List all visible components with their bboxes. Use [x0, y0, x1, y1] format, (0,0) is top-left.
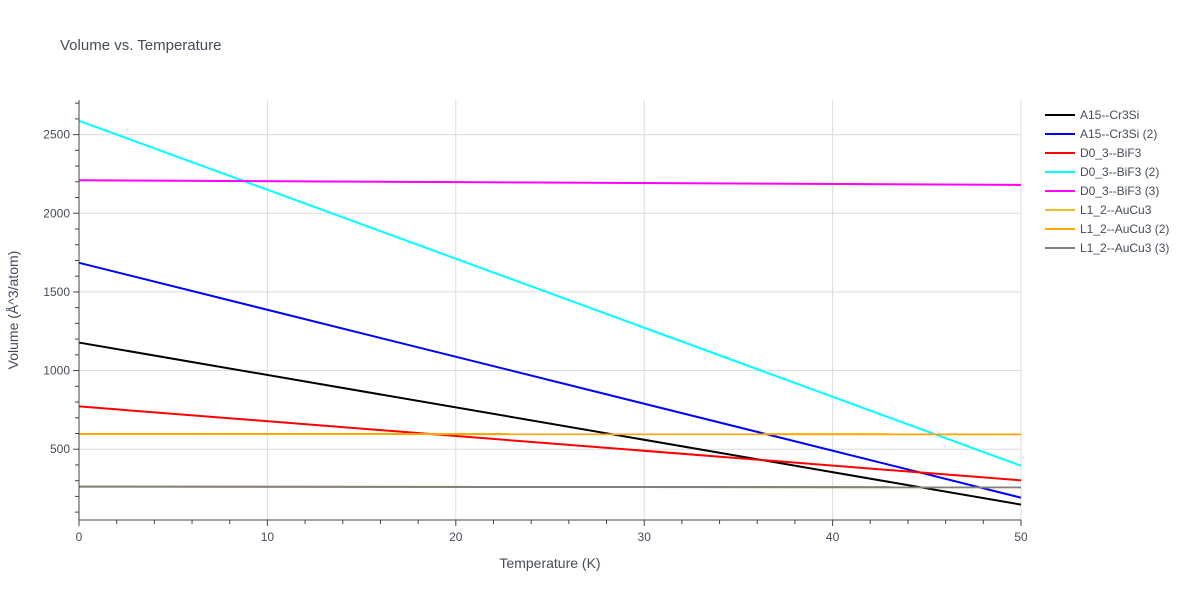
series-line[interactable] — [78, 179, 1022, 186]
legend-label: D0_3--BiF3 — [1080, 146, 1142, 160]
x-tick-label: 0 — [76, 530, 83, 544]
series-line[interactable] — [78, 405, 1022, 482]
series-line[interactable] — [78, 485, 1022, 489]
legend-label: D0_3--BiF3 (2) — [1080, 165, 1159, 179]
legend-label: L1_2--AuCu3 (3) — [1080, 241, 1169, 255]
y-tick-label: 1000 — [43, 364, 70, 378]
legend-item[interactable]: L1_2--AuCu3 — [1045, 203, 1152, 217]
x-tick-label: 40 — [826, 530, 840, 544]
y-tick-label: 2000 — [43, 206, 70, 220]
legend-label: A15--Cr3Si (2) — [1080, 127, 1157, 141]
legend-label: L1_2--AuCu3 — [1080, 203, 1152, 217]
legend-label: D0_3--BiF3 (3) — [1080, 184, 1159, 198]
legend[interactable]: A15--Cr3Si A15--Cr3Si (2) D0_3--BiF3 D0_3--… — [1045, 108, 1169, 255]
legend-item[interactable]: D0_3--BiF3 (3) — [1045, 184, 1159, 198]
legend-label: A15--Cr3Si — [1080, 108, 1139, 122]
chart-title: Volume vs. Temperature — [60, 37, 221, 54]
x-tick-label: 50 — [1014, 530, 1028, 544]
grid — [79, 100, 1022, 520]
x-tick-label: 20 — [449, 530, 463, 544]
y-tick-label: 500 — [50, 442, 70, 456]
y-tick-label: 2500 — [43, 128, 70, 142]
x-axis-label: Temperature (K) — [499, 555, 600, 571]
legend-item[interactable]: D0_3--BiF3 (2) — [1045, 165, 1159, 179]
legend-item[interactable]: L1_2--AuCu3 (2) — [1045, 222, 1169, 236]
y-tick-label: 1500 — [43, 285, 70, 299]
series-line[interactable] — [78, 119, 1022, 467]
y-axis-label: Volume (Å^3/atom) — [5, 251, 21, 370]
legend-item[interactable]: A15--Cr3Si (2) — [1045, 127, 1157, 141]
legend-item[interactable]: A15--Cr3Si — [1045, 108, 1139, 122]
axes: 0 10 20 30 40 50 500 1000 1500 2000 2500 — [43, 100, 1028, 544]
plot-area[interactable] — [78, 119, 1022, 506]
x-tick-label: 10 — [261, 530, 275, 544]
legend-label: L1_2--AuCu3 (2) — [1080, 222, 1169, 236]
legend-item[interactable]: L1_2--AuCu3 (3) — [1045, 241, 1169, 255]
legend-item[interactable]: D0_3--BiF3 — [1045, 146, 1142, 160]
series-line[interactable] — [78, 341, 1022, 506]
series-line[interactable] — [78, 261, 1022, 499]
x-tick-label: 30 — [638, 530, 652, 544]
